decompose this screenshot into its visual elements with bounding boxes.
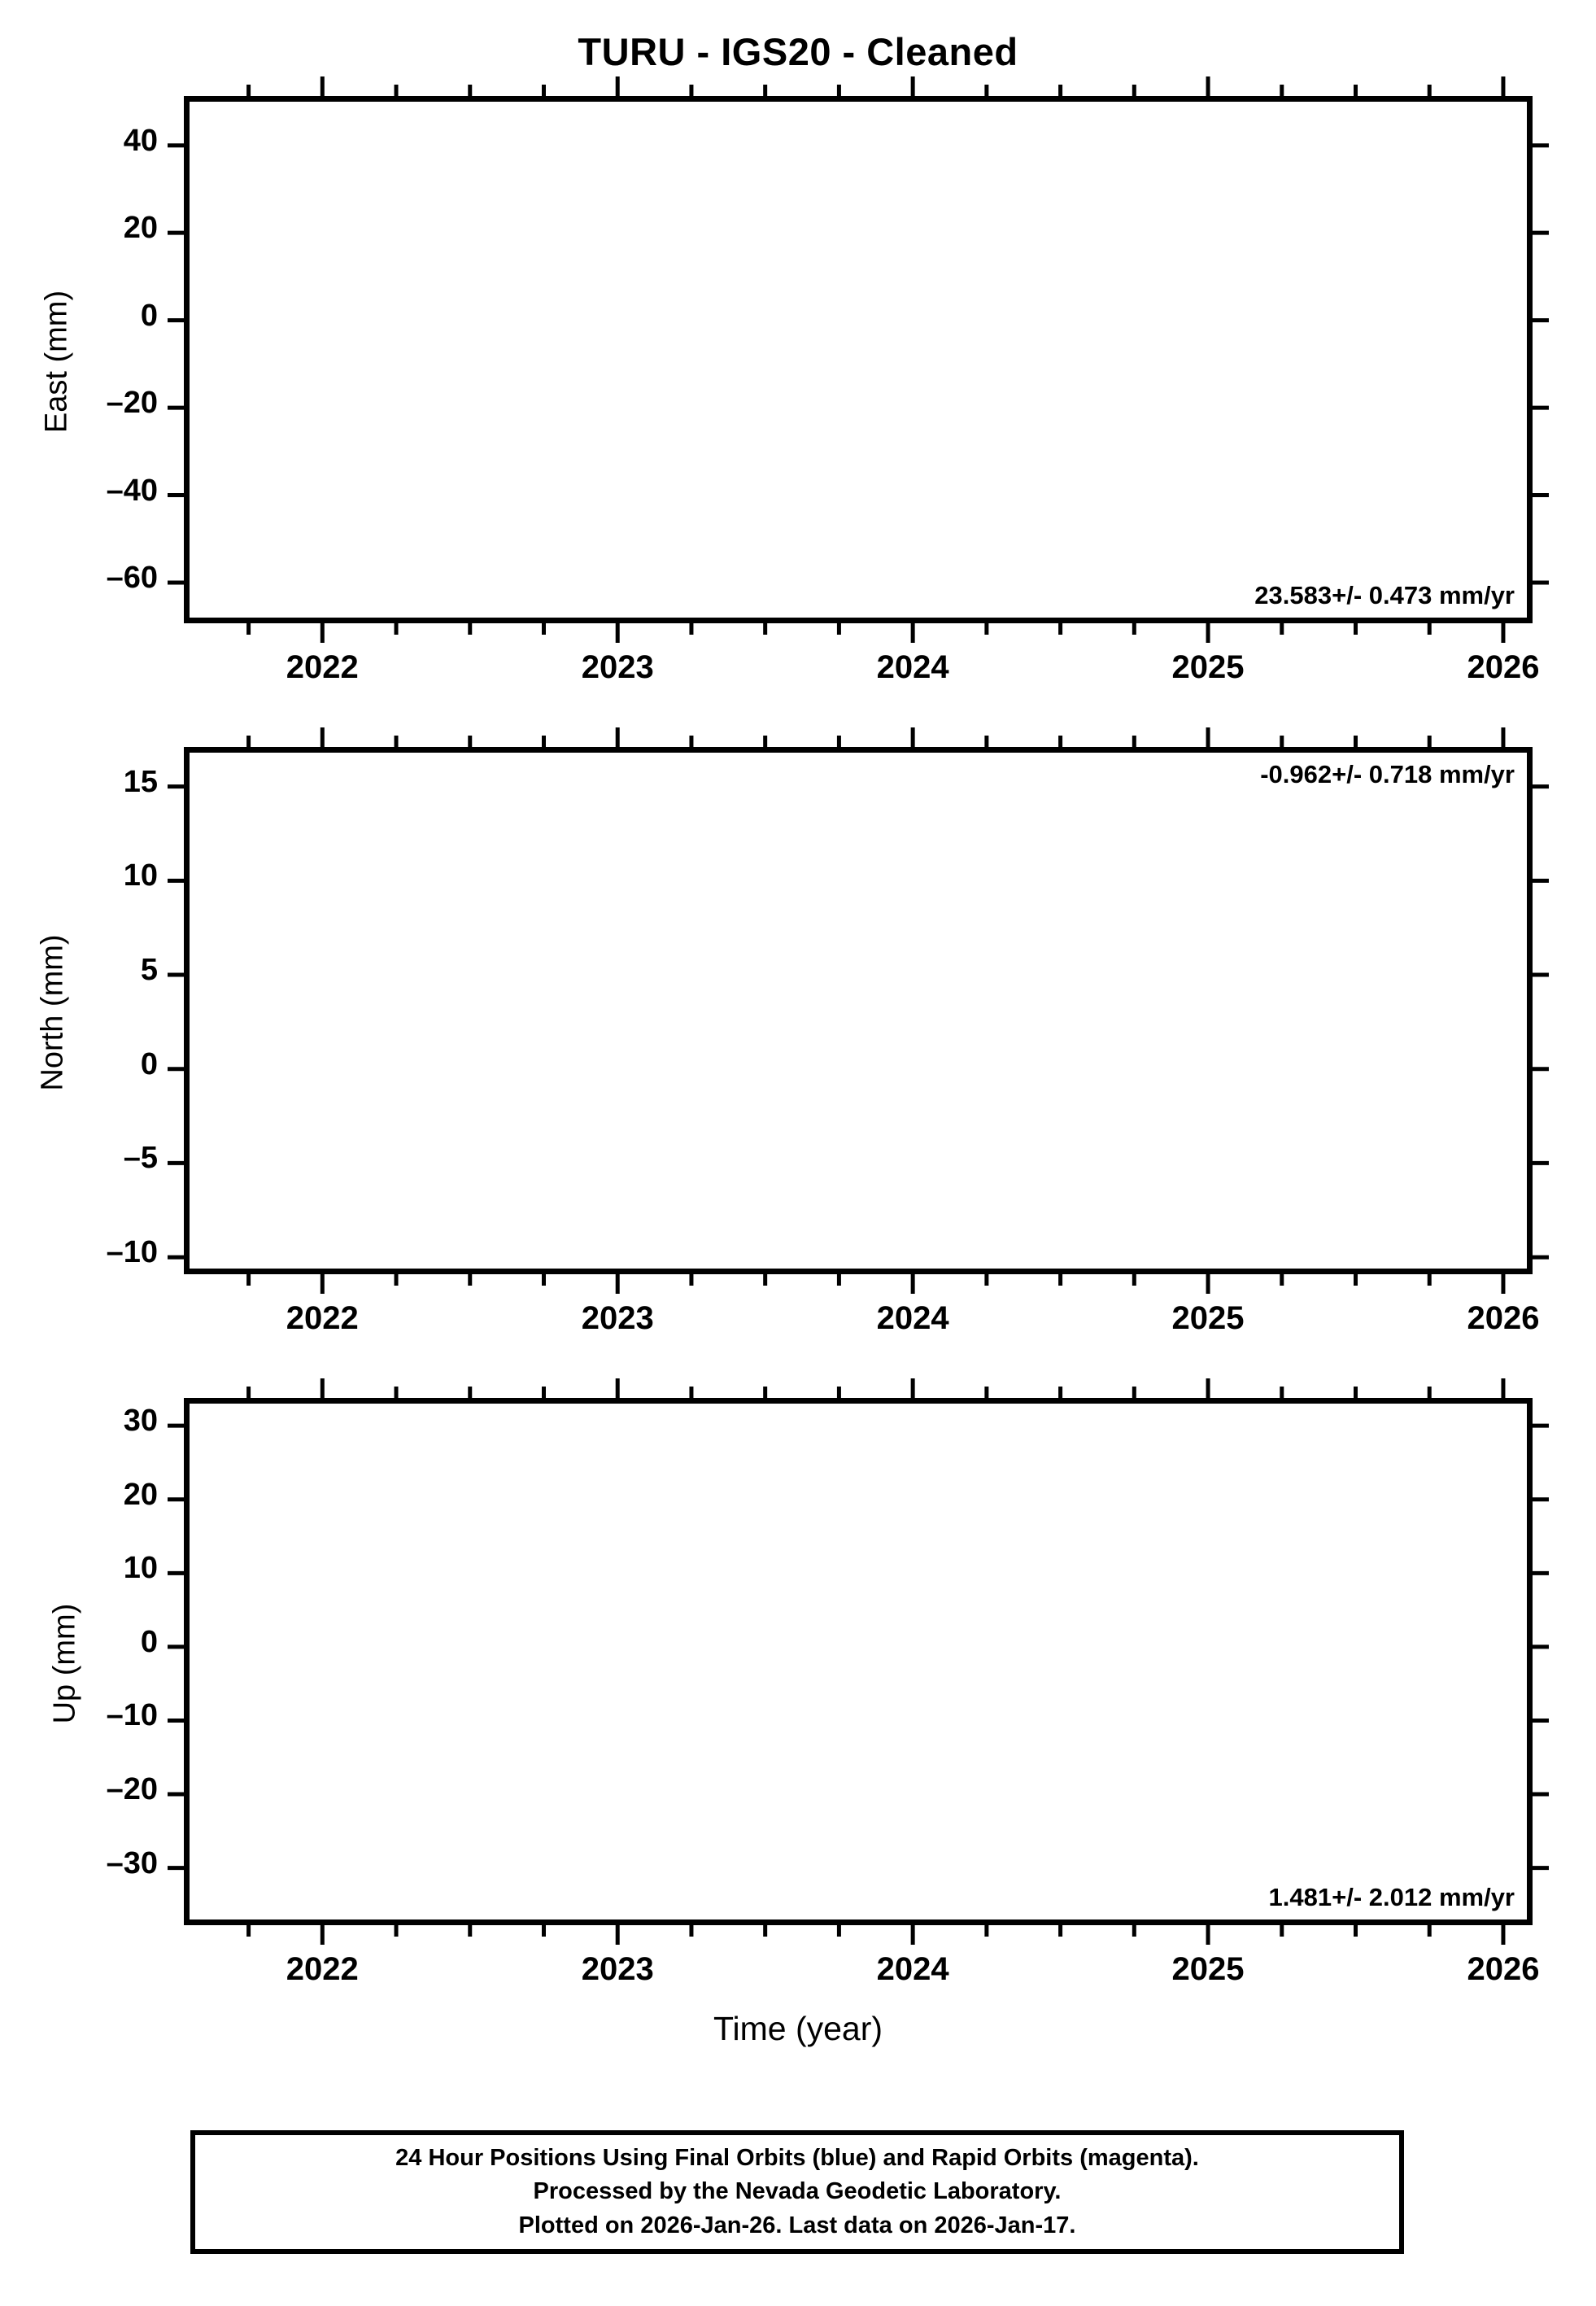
x-tick-east-2025: 2025	[1171, 649, 1245, 685]
x-tick-north-2022: 2022	[286, 1300, 359, 1336]
footer-note-box: 24 Hour Positions Using Final Orbits (bl…	[190, 2130, 1404, 2254]
panel-up-frame	[184, 1398, 1533, 1925]
x-tick-up-2023: 2023	[581, 1951, 654, 1987]
x-tick-up-2026: 2026	[1467, 1951, 1540, 1987]
y-tick-up-1: 20	[123, 1477, 158, 1512]
y-axis-label-north: North (mm)	[35, 934, 70, 1091]
y-tick-north-3: 0	[140, 1046, 158, 1081]
panel-up: 1.481+/- 2.012 mm/yr	[168, 1378, 1549, 1945]
y-tick-east-1: 20	[123, 211, 158, 246]
y-tick-east-2: 0	[140, 298, 158, 333]
panel-east: 23.583+/- 0.473 mm/yr	[168, 76, 1549, 643]
y-tick-north-0: 15	[123, 764, 158, 799]
rate-label-east: 23.583+/- 0.473 mm/yr	[1254, 581, 1515, 609]
y-tick-north-1: 10	[123, 858, 158, 893]
y-tick-up-3: 0	[140, 1624, 158, 1659]
x-tick-east-2024: 2024	[876, 649, 949, 685]
page-title: TURU - IGS20 - Cleaned	[578, 30, 1018, 73]
panel-north-frame	[184, 747, 1533, 1274]
y-tick-up-6: –30	[106, 1845, 158, 1880]
footer-line-1: 24 Hour Positions Using Final Orbits (bl…	[395, 2145, 1199, 2172]
panel-east-frame	[184, 96, 1533, 623]
y-tick-east-0: 40	[123, 123, 158, 158]
y-tick-up-4: –10	[106, 1698, 158, 1733]
rate-label-north: -0.962+/- 0.718 mm/yr	[1260, 760, 1515, 788]
x-tick-north-2023: 2023	[581, 1300, 654, 1336]
y-axis-label-up: Up (mm)	[47, 1603, 82, 1724]
y-tick-up-0: 30	[123, 1404, 158, 1439]
x-tick-up-2022: 2022	[286, 1951, 359, 1987]
x-tick-north-2026: 2026	[1467, 1300, 1540, 1336]
y-tick-east-4: –40	[106, 473, 158, 508]
y-tick-north-2: 5	[140, 953, 158, 988]
y-tick-up-2: 10	[123, 1551, 158, 1586]
x-tick-east-2023: 2023	[581, 649, 654, 685]
x-tick-north-2025: 2025	[1171, 1300, 1245, 1336]
rate-label-up: 1.481+/- 2.012 mm/yr	[1268, 1883, 1515, 1911]
x-tick-up-2025: 2025	[1171, 1951, 1245, 1987]
x-tick-north-2024: 2024	[876, 1300, 949, 1336]
footer-line-3: Plotted on 2026-Jan-26. Last data on 202…	[518, 2212, 1076, 2238]
footer-line-2: Processed by the Nevada Geodetic Laborat…	[533, 2178, 1062, 2205]
y-tick-east-5: –60	[106, 561, 158, 596]
x-tick-up-2024: 2024	[876, 1951, 949, 1987]
x-axis-title: Time (year)	[713, 2010, 883, 2047]
y-tick-east-3: –20	[106, 386, 158, 421]
x-tick-east-2022: 2022	[286, 649, 359, 685]
y-tick-north-4: –5	[123, 1141, 158, 1176]
x-tick-east-2026: 2026	[1467, 649, 1540, 685]
y-tick-up-5: –20	[106, 1772, 158, 1807]
y-tick-north-5: –10	[106, 1235, 158, 1270]
y-axis-label-east: East (mm)	[39, 290, 74, 434]
panel-north: -0.962+/- 0.718 mm/yr	[168, 727, 1549, 1294]
